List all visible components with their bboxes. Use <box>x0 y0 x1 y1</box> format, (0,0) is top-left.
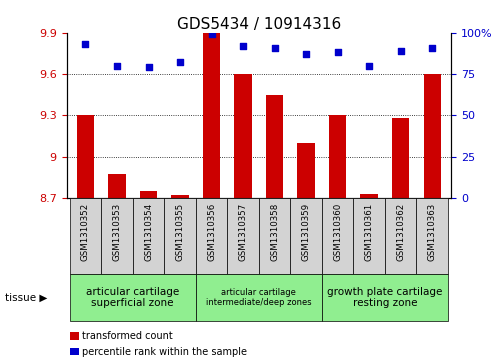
Text: percentile rank within the sample: percentile rank within the sample <box>82 347 247 356</box>
Bar <box>266 95 283 198</box>
Point <box>176 60 184 65</box>
Bar <box>203 33 220 198</box>
Bar <box>259 198 290 274</box>
Bar <box>70 332 79 340</box>
Bar <box>77 115 94 198</box>
Bar <box>322 274 448 321</box>
Point <box>334 50 342 56</box>
Point <box>208 32 215 37</box>
Point <box>271 45 279 50</box>
Text: transformed count: transformed count <box>82 331 173 341</box>
Text: GSM1310359: GSM1310359 <box>302 203 311 261</box>
Bar <box>133 198 164 274</box>
Bar <box>196 274 322 321</box>
Bar <box>423 74 441 198</box>
Point <box>113 63 121 69</box>
Bar <box>101 198 133 274</box>
Text: GSM1310356: GSM1310356 <box>207 203 216 261</box>
Text: articular cartilage
superficial zone: articular cartilage superficial zone <box>86 287 179 309</box>
Text: GSM1310363: GSM1310363 <box>428 203 437 261</box>
Bar <box>164 198 196 274</box>
Text: tissue ▶: tissue ▶ <box>5 293 47 303</box>
Bar <box>70 198 101 274</box>
Point <box>239 43 247 49</box>
Bar <box>417 198 448 274</box>
Bar <box>392 118 409 198</box>
Bar <box>322 198 353 274</box>
Bar <box>290 198 322 274</box>
Bar <box>108 175 126 198</box>
Bar <box>353 198 385 274</box>
Text: GSM1310358: GSM1310358 <box>270 203 279 261</box>
Bar <box>196 198 227 274</box>
Text: GSM1310357: GSM1310357 <box>239 203 247 261</box>
Bar <box>227 198 259 274</box>
Text: articular cartilage
intermediate/deep zones: articular cartilage intermediate/deep zo… <box>206 288 312 307</box>
Text: GSM1310354: GSM1310354 <box>144 203 153 261</box>
Text: GSM1310355: GSM1310355 <box>176 203 184 261</box>
Point <box>144 65 152 70</box>
Text: GSM1310361: GSM1310361 <box>365 203 374 261</box>
Title: GDS5434 / 10914316: GDS5434 / 10914316 <box>176 16 341 32</box>
Text: GSM1310362: GSM1310362 <box>396 203 405 261</box>
Bar <box>297 143 315 198</box>
Point <box>302 51 310 57</box>
Point <box>397 48 405 54</box>
Bar <box>70 274 196 321</box>
Bar <box>234 74 252 198</box>
Text: GSM1310360: GSM1310360 <box>333 203 342 261</box>
Bar <box>360 194 378 198</box>
Bar <box>70 348 79 355</box>
Bar <box>385 198 417 274</box>
Bar <box>329 115 346 198</box>
Point <box>428 45 436 50</box>
Text: GSM1310353: GSM1310353 <box>112 203 121 261</box>
Text: GSM1310352: GSM1310352 <box>81 203 90 261</box>
Point <box>81 41 89 47</box>
Point <box>365 63 373 69</box>
Bar <box>172 195 189 198</box>
Text: growth plate cartilage
resting zone: growth plate cartilage resting zone <box>327 287 443 309</box>
Bar <box>140 191 157 198</box>
